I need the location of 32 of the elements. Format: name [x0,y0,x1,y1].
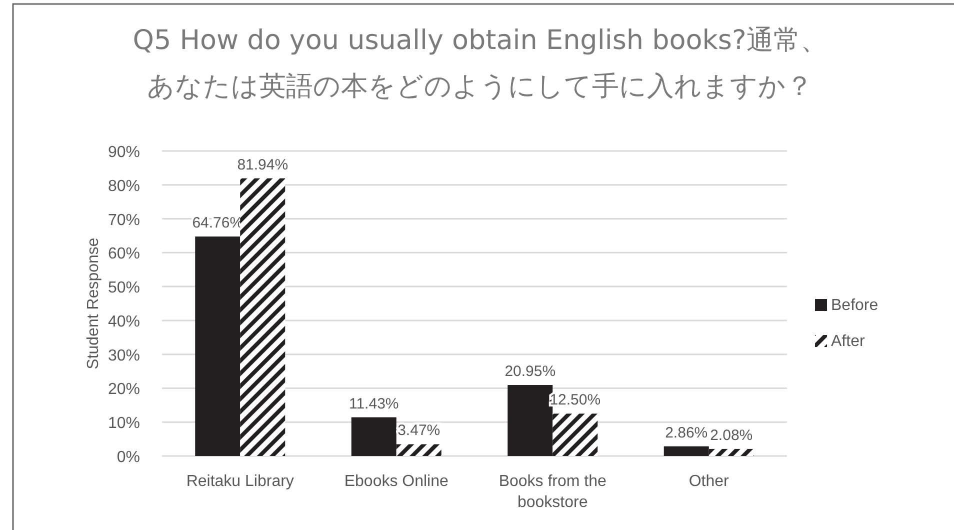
y-tick-label: 40% [108,313,140,330]
y-tick-label: 50% [108,280,140,297]
x-tick-label: Reitaku Library [186,473,294,490]
data-label: 64.76% [192,214,244,232]
bar [552,414,598,456]
legend-label: After [831,333,866,350]
x-tick-label: Books from the bookstore [498,473,607,511]
x-tick-label: Other [688,473,730,490]
y-tick-label: 70% [108,212,140,229]
chart-title: Q5 How do you usually obtain English books?通常、あなたは英語の本をどのようにして手に入れますか？ [132,24,828,104]
bar [708,448,754,456]
data-label: 2.08% [710,426,753,444]
bar [351,417,396,456]
y-tick-label: 30% [108,347,140,364]
data-label: 3.47% [398,422,440,440]
x-tick-label: Ebooks Online [344,473,449,490]
bar [396,444,442,456]
legend-label: Before [831,297,878,314]
bar [240,178,286,456]
data-label: 81.94% [237,156,288,174]
data-label: 2.86% [665,424,708,442]
y-tick-label: 20% [108,381,140,398]
bar [195,236,240,456]
y-tick-label: 60% [108,246,140,263]
bar [664,446,709,456]
y-tick-label: 80% [108,178,140,195]
data-label: 11.43% [348,395,399,412]
y-axis-title: Student Response [85,238,102,370]
y-tick-label: 90% [108,144,140,161]
data-label: 20.95% [504,363,556,380]
y-tick-label: 0% [116,449,140,466]
y-tick-label: 10% [108,415,140,432]
